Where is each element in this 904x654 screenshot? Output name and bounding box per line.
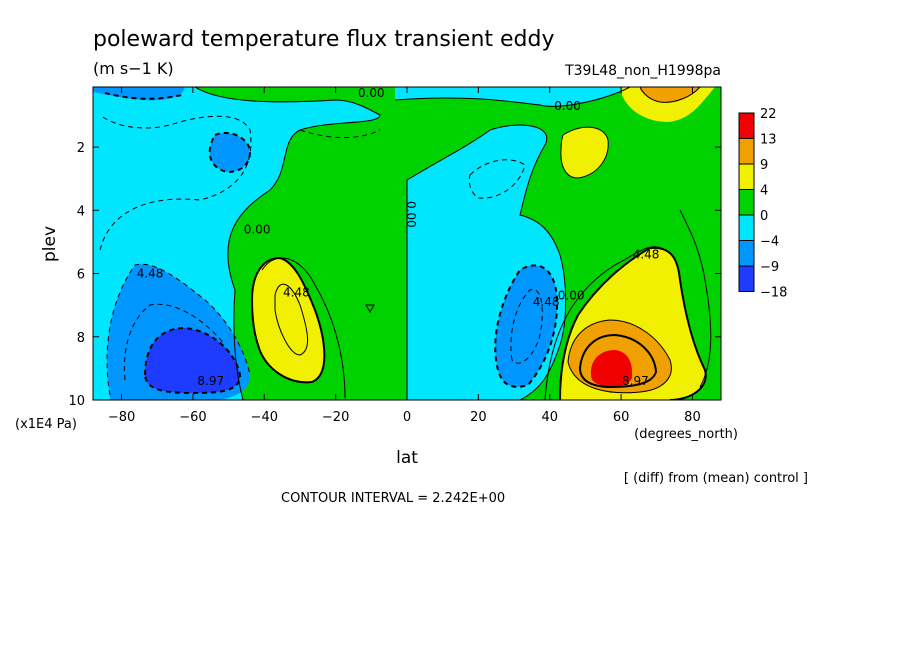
colorbar-swatch (738, 214, 755, 241)
neg-contour-nh-2 (510, 288, 543, 364)
x-tick-label: 0 (403, 410, 411, 425)
x-tick-label: −40 (251, 410, 278, 425)
pos-contour-nh-right (679, 209, 712, 388)
contour-field (93, 87, 721, 400)
fill-pos-13-nh (590, 350, 633, 387)
contour-interval: CONTOUR INTERVAL = 2.242E+00 (281, 491, 505, 506)
colorbar: 22 13 9 4 0 −4 −9 −18 (738, 107, 787, 301)
colorbar-label: 0 (760, 209, 768, 224)
pos-contour-nh-9 (567, 319, 672, 394)
y-axis-label: plev (40, 226, 60, 262)
x-tick-label: 60 (613, 410, 630, 425)
colorbar-label: 22 (760, 107, 777, 122)
contour-label: 8.97 (622, 374, 649, 388)
fill-pos-4-top (622, 87, 715, 122)
colorbar-label: −9 (760, 260, 779, 275)
contour-label: 4.48 (137, 267, 164, 281)
colorbar-swatch (738, 112, 755, 139)
contour-labels: 0.000.000.000.000.004.484.484.484.488.97… (137, 86, 660, 388)
fill-pos-4-spot (560, 127, 609, 178)
colorbar-label: −18 (760, 286, 787, 301)
y-tick-label: 2 (77, 141, 85, 156)
x-tick-label: 40 (541, 410, 558, 425)
x-tick-label: −60 (179, 410, 206, 425)
units-label: (m s−1 K) (93, 59, 174, 78)
neg-contour-nh-1 (494, 264, 559, 388)
neg-contour-sh-2 (106, 263, 251, 396)
neg-contour-sh-3 (123, 303, 226, 381)
x-axis: −80 −60 −40 −20 0 20 40 60 80 (108, 87, 701, 425)
grid-marker (365, 304, 375, 314)
contour-lines (194, 87, 712, 400)
neg-contour-nh-upper (468, 159, 526, 199)
colorbar-swatch (738, 240, 755, 267)
contour-label: 4.48 (633, 248, 660, 262)
x-tick-label: −20 (322, 410, 349, 425)
contour-label: 0.00 (404, 201, 418, 228)
contour-label: 0.00 (244, 222, 271, 236)
contour-label: 0.00 (358, 86, 385, 100)
fill-pos-4-sh (252, 258, 325, 383)
colorbar-swatch (738, 265, 755, 292)
contour-label: 0.00 (554, 99, 581, 113)
fill-neg-18-sh (145, 328, 240, 393)
x-tick-label: 20 (470, 410, 487, 425)
x-axis-label: lat (396, 448, 418, 468)
x-tick-label: 80 (684, 410, 701, 425)
y-tick-label: 6 (77, 268, 85, 283)
colorbar-label: 9 (760, 158, 768, 173)
neg-contour-sh-4 (143, 326, 242, 395)
contour-label: 8.97 (197, 374, 224, 388)
colorbar-label: 13 (760, 133, 777, 148)
colorbar-label: 4 (760, 184, 768, 199)
neg-contour-spot (208, 132, 252, 174)
y-tick-label: 10 (68, 394, 85, 409)
run-label: T39L48_non_H1998pa (564, 63, 721, 79)
y-tick-label: 8 (77, 331, 85, 346)
pos-contour-top-right (639, 87, 701, 103)
fill-neg-band-top (395, 87, 630, 107)
y-axis-unit: (x1E4 Pa) (15, 417, 77, 432)
colorbar-swatch (738, 189, 755, 216)
pos-contour-nh-4 (559, 246, 707, 400)
negative-contour-lines (99, 92, 559, 396)
diff-note: [ (diff) from (mean) control ] (624, 471, 808, 486)
contour-label: 0.00 (558, 289, 585, 303)
pos-contour-sh-inner (274, 283, 308, 356)
zero-contour-top (394, 87, 631, 107)
colorbar-swatch (738, 163, 755, 190)
colorbar-label: −4 (760, 235, 779, 250)
zero-contour-left (194, 87, 381, 400)
y-tick-label: 4 (77, 204, 85, 219)
neg-contour-top-mid (299, 129, 381, 138)
chart-title: poleward temperature flux transient eddy (93, 27, 555, 52)
contour-label: 4.48 (283, 286, 310, 300)
colorbar-swatch (738, 138, 755, 165)
fill-neg-9-spot (209, 132, 250, 172)
x-tick-label: −80 (108, 410, 135, 425)
x-axis-unit: (degrees_north) (634, 427, 738, 442)
y-axis: 2 4 6 8 10 (68, 141, 721, 409)
pos-contour-nh-13 (578, 333, 658, 389)
zero-contour-right (406, 124, 567, 400)
pos-contour-spot (560, 126, 609, 179)
fill-pos-9-top (640, 87, 700, 103)
fill-neg-9-nh (495, 265, 558, 387)
contour-label: 4.48 (533, 295, 560, 309)
pos-contour-nh-outer (544, 246, 666, 400)
fill-neg-9-top (93, 87, 185, 101)
pos-contour-sh-4 (250, 256, 326, 384)
neg-contour-sh-outer (99, 114, 252, 251)
